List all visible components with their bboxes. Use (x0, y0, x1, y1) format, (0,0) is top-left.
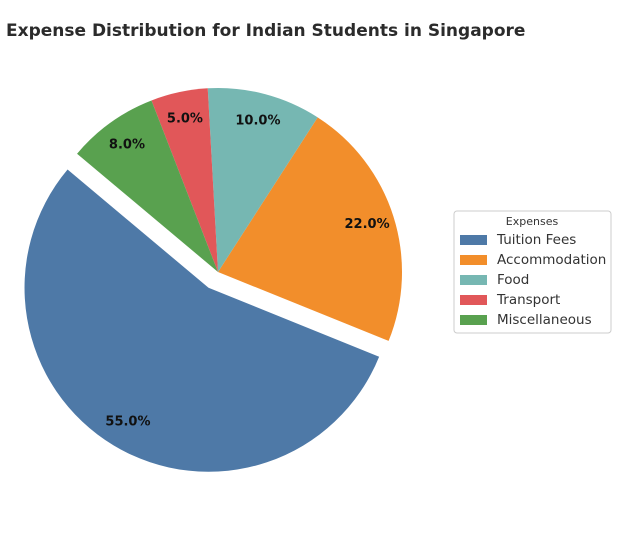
legend-swatch (460, 315, 487, 325)
value-label: 8.0% (109, 137, 145, 152)
pie-slice (218, 117, 402, 341)
legend-label: Tuition Fees (496, 232, 576, 248)
value-label: 22.0% (345, 217, 390, 232)
value-label: 10.0% (235, 113, 280, 128)
legend-swatch (460, 295, 487, 305)
pie-slice (207, 88, 318, 272)
legend-label: Food (497, 272, 529, 288)
legend-swatch (460, 275, 487, 285)
legend-swatch (460, 235, 487, 245)
legend-label: Miscellaneous (497, 312, 592, 328)
legend-label: Transport (496, 292, 560, 308)
chart-title: Expense Distribution for Indian Students… (6, 21, 525, 41)
pie-slice (24, 169, 380, 472)
value-label: 55.0% (105, 414, 150, 429)
legend-swatch (460, 255, 487, 265)
legend-box (453, 210, 612, 334)
legend-label: Accommodation (497, 252, 606, 268)
pie-slice (151, 88, 218, 272)
legend-title: Expenses (506, 215, 559, 228)
pie-slice (77, 100, 218, 272)
value-label: 5.0% (167, 112, 203, 127)
